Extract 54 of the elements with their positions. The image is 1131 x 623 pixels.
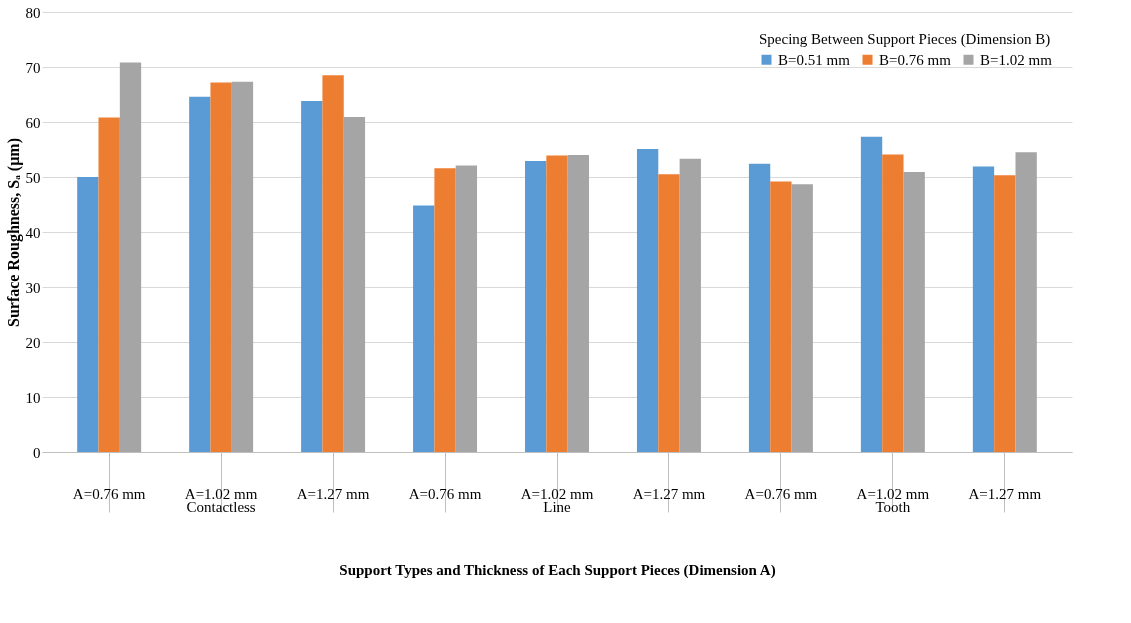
bar: [434, 168, 456, 452]
bar: [679, 158, 701, 452]
bar: [636, 148, 659, 452]
y-tick-label: 20: [25, 334, 41, 351]
bar: [525, 161, 547, 452]
text: Line: [543, 499, 572, 515]
bar: [77, 177, 99, 452]
bar: [343, 117, 366, 452]
legend-label: B=0.51 mm: [778, 51, 851, 68]
y-tick-label: 80: [25, 4, 41, 21]
bar: [546, 155, 568, 452]
y-tick-label: 0: [33, 444, 41, 461]
bar: [98, 117, 120, 452]
y-tick-label: 70: [25, 59, 41, 76]
y-tick-label: 10: [25, 389, 41, 406]
bar: [189, 96, 211, 452]
x-tick-label: A=1.02 mm: [856, 485, 930, 502]
bar: [882, 154, 904, 452]
bar: [994, 175, 1016, 452]
y-tick-label: 60: [25, 114, 41, 131]
bar: [972, 166, 995, 452]
legend-label: B=0.76 mm: [879, 51, 952, 68]
x-tick-label: A=1.27 mm: [632, 485, 706, 502]
bar: [322, 75, 344, 452]
bar: [210, 82, 232, 452]
legend-label: B=1.02 mm: [980, 51, 1053, 68]
bar: [455, 165, 478, 452]
bar: [770, 181, 792, 452]
bar: [860, 136, 883, 452]
x-axis-title: Support Types and Thickness of Each Support Pieces (Dimension A): [339, 562, 776, 579]
x-tick-label: A=0.76 mm: [408, 485, 482, 502]
text: Contactless: [186, 499, 256, 515]
x-tick-label: A=1.02 mm: [520, 485, 594, 502]
x-tick-label: A=0.76 mm: [744, 485, 818, 502]
bar: [748, 163, 771, 452]
bar: [903, 172, 925, 452]
text: Tooth: [875, 499, 911, 515]
bar: [119, 62, 142, 452]
x-tick-label: A=1.27 mm: [968, 485, 1042, 502]
x-tick-label: A=0.76 mm: [72, 485, 146, 502]
x-tick-label: A=1.02 mm: [184, 485, 258, 502]
bar: [231, 81, 254, 452]
bar: [567, 155, 589, 452]
y-tick-label: 40: [25, 224, 41, 241]
x-tick-label: A=1.27 mm: [296, 485, 370, 502]
bar: [1015, 152, 1037, 452]
bar: [791, 184, 813, 452]
y-tick-label: 30: [25, 279, 41, 296]
bar: [658, 174, 680, 452]
y-axis-title: Surface Roughness, Sₐ (µm): [4, 137, 23, 328]
bar: [413, 205, 435, 452]
y-tick-label: 50: [25, 169, 41, 186]
legend-title: Specing Between Support Pieces (Dimension B): [759, 31, 1051, 48]
bar: [301, 101, 323, 452]
